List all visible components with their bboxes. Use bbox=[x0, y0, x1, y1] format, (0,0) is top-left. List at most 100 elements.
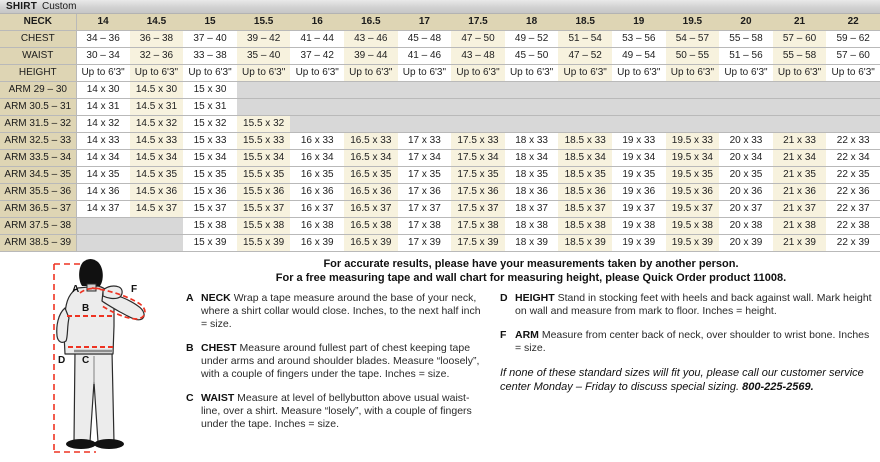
cell-unavailable bbox=[129, 217, 184, 235]
cell-size: 18.5 x 36 bbox=[558, 183, 612, 201]
cell-size: 19 x 37 bbox=[611, 200, 666, 218]
header-corner-label: NECK bbox=[0, 14, 77, 31]
cell-size: 21 x 37 bbox=[772, 200, 827, 218]
neck-size-header-15-5: 15.5 bbox=[236, 14, 291, 31]
cell-size: Up to 6'3" bbox=[558, 64, 612, 82]
cell-unavailable bbox=[504, 81, 559, 99]
cell-size: 15.5 x 37 bbox=[236, 200, 291, 218]
cell-size: 50 – 55 bbox=[665, 47, 720, 65]
cell-size: 20 x 36 bbox=[719, 183, 773, 201]
row-label: ARM 38.5 – 39 bbox=[0, 234, 77, 252]
table-row: WAIST 30 – 34 32 – 36 33 – 38 35 – 40 37 – 42… bbox=[0, 47, 880, 65]
cell-unavailable bbox=[772, 81, 827, 99]
cell-size: 18 x 35 bbox=[504, 166, 559, 184]
row-label: ARM 33.5 – 34 bbox=[0, 149, 77, 167]
cell-unavailable bbox=[129, 234, 184, 252]
customer-service-phone[interactable]: 800-225-2569. bbox=[742, 381, 814, 393]
row-label: ARM 29 – 30 bbox=[0, 81, 77, 99]
cell-unavailable bbox=[290, 115, 345, 133]
neck-size-header-18: 18 bbox=[504, 14, 559, 31]
cell-size: 34 – 36 bbox=[76, 30, 130, 48]
cell-size: Up to 6'3" bbox=[611, 64, 666, 82]
cell-size: 15.5 x 36 bbox=[236, 183, 291, 201]
figure-label-d: D bbox=[58, 355, 65, 366]
cell-size: 17 x 34 bbox=[397, 149, 452, 167]
cell-size: 18.5 x 37 bbox=[558, 200, 612, 218]
cell-size: 18.5 x 34 bbox=[558, 149, 612, 167]
instruction-text: Stand in stocking feet with heels and ba… bbox=[515, 292, 872, 317]
cell-size: 14.5 x 32 bbox=[129, 115, 184, 133]
cell-size: 16 x 38 bbox=[290, 217, 345, 235]
cell-size: 41 – 46 bbox=[397, 47, 452, 65]
cell-size: 14 x 36 bbox=[76, 183, 130, 201]
instruction-item-chest: B CHEST Measure around fullest part of ch… bbox=[186, 342, 486, 381]
cell-size: 18.5 x 39 bbox=[558, 234, 612, 252]
cell-unavailable bbox=[665, 98, 720, 116]
cell-size: 32 – 36 bbox=[129, 47, 184, 65]
cell-size: 45 – 50 bbox=[504, 47, 559, 65]
cell-size: 19 x 34 bbox=[611, 149, 666, 167]
instruction-body: CHEST Measure around fullest part of che… bbox=[201, 342, 486, 381]
cell-size: 18 x 38 bbox=[504, 217, 559, 235]
cell-size: 20 x 34 bbox=[719, 149, 773, 167]
table-row: CHEST 34 – 36 36 – 38 37 – 40 39 – 42 41 – 44… bbox=[0, 30, 880, 48]
cell-unavailable bbox=[558, 98, 612, 116]
instruction-letter: D bbox=[500, 292, 508, 304]
cell-size: 14 x 31 bbox=[76, 98, 130, 116]
instruction-item-height: D HEIGHT Stand in stocking feet with heel… bbox=[500, 292, 872, 318]
cell-size: 49 – 54 bbox=[611, 47, 666, 65]
cell-size: 14 x 34 bbox=[76, 149, 130, 167]
cell-size: 51 – 54 bbox=[558, 30, 612, 48]
cell-size: 16 x 34 bbox=[290, 149, 345, 167]
cell-size: 14 x 32 bbox=[76, 115, 130, 133]
cell-size: 30 – 34 bbox=[76, 47, 130, 65]
cell-size: 19.5 x 33 bbox=[665, 132, 720, 150]
neck-size-header-22: 22 bbox=[826, 14, 880, 31]
cell-size: Up to 6'3" bbox=[665, 64, 720, 82]
table-row: ARM 29 – 30 14 x 30 14.5 x 30 15 x 30 bbox=[0, 81, 880, 99]
instruction-term: WAIST bbox=[201, 392, 235, 404]
cell-size: 20 x 38 bbox=[719, 217, 773, 235]
row-label: ARM 32.5 – 33 bbox=[0, 132, 77, 150]
neck-size-header-15: 15 bbox=[183, 14, 237, 31]
cell-unavailable bbox=[558, 81, 612, 99]
cell-unavailable bbox=[451, 98, 505, 116]
neck-size-header-17: 17 bbox=[397, 14, 452, 31]
cell-unavailable bbox=[236, 98, 291, 116]
cell-unavailable bbox=[611, 98, 666, 116]
cell-size: 19 x 35 bbox=[611, 166, 666, 184]
cell-size: 22 x 37 bbox=[826, 200, 880, 218]
instruction-text: Measure around fullest part of chest kee… bbox=[201, 342, 480, 380]
cell-unavailable bbox=[76, 234, 130, 252]
cell-size: 16.5 x 35 bbox=[344, 166, 398, 184]
cell-size: 14.5 x 35 bbox=[129, 166, 184, 184]
instruction-term: CHEST bbox=[201, 342, 237, 354]
special-sizing-note-text: If none of these standard sizes will fit… bbox=[500, 367, 864, 393]
cell-size: 15.5 x 33 bbox=[236, 132, 291, 150]
headline-line-2: For a free measuring tape and wall chart… bbox=[275, 272, 787, 284]
cell-size: 17 x 33 bbox=[397, 132, 452, 150]
row-label: ARM 37.5 – 38 bbox=[0, 217, 77, 235]
cell-size: 57 – 60 bbox=[826, 47, 880, 65]
cell-unavailable bbox=[397, 81, 452, 99]
row-label: ARM 30.5 – 31 bbox=[0, 98, 77, 116]
instruction-item-arm: F ARM Measure from center back of neck, o… bbox=[500, 329, 872, 355]
cell-size: 16.5 x 33 bbox=[344, 132, 398, 150]
figure-label-f: F bbox=[131, 284, 137, 295]
cell-size: 41 – 44 bbox=[290, 30, 345, 48]
cell-size: 21 x 35 bbox=[772, 166, 827, 184]
neck-size-header-14: 14 bbox=[76, 14, 130, 31]
cell-size: 37 – 42 bbox=[290, 47, 345, 65]
cell-unavailable bbox=[344, 81, 398, 99]
instruction-term: ARM bbox=[515, 329, 539, 341]
cell-unavailable bbox=[290, 98, 345, 116]
cell-size: 17 x 37 bbox=[397, 200, 452, 218]
cell-size: 15 x 38 bbox=[183, 217, 237, 235]
cell-size: 15.5 x 39 bbox=[236, 234, 291, 252]
cell-size: 16 x 33 bbox=[290, 132, 345, 150]
cell-unavailable bbox=[611, 81, 666, 99]
cell-unavailable bbox=[451, 115, 505, 133]
special-sizing-note: If none of these standard sizes will fit… bbox=[500, 366, 872, 394]
cell-size: 15 x 31 bbox=[183, 98, 237, 116]
